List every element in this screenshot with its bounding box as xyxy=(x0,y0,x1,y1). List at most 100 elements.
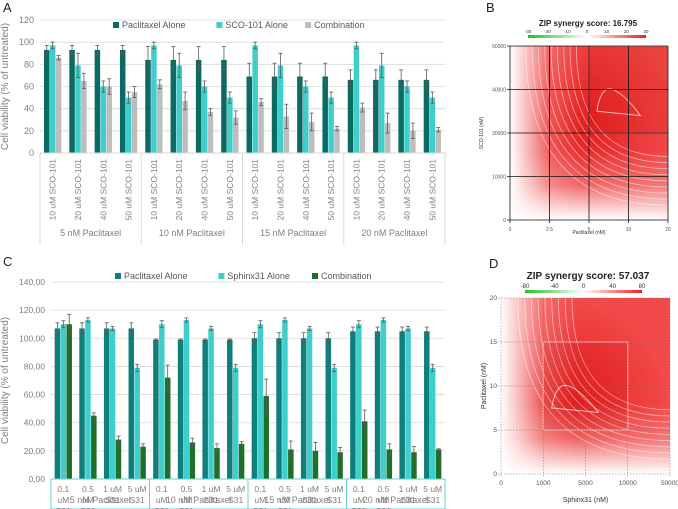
bar xyxy=(398,79,404,153)
contour-line xyxy=(544,297,671,435)
bar xyxy=(277,65,284,153)
bar xyxy=(54,328,61,479)
x-group-label: 5 nM Paclitaxel xyxy=(70,495,131,505)
contour-line xyxy=(575,45,669,157)
x-category-label: S31 xyxy=(401,495,416,505)
contour-line xyxy=(524,297,671,454)
bar xyxy=(410,130,416,153)
x-category-label: 10 uM SCO-101 xyxy=(250,159,260,221)
x-category-label: 20 uM SCO-101 xyxy=(377,159,387,221)
x-category-label: 0.1 xyxy=(254,484,266,494)
x-category-label: 50 uM SCO-101 xyxy=(124,159,134,221)
bar xyxy=(308,121,315,153)
bar xyxy=(176,65,182,153)
bar xyxy=(306,328,313,479)
x-category-label: uM xyxy=(181,495,193,505)
x-category-label: 20 uM SCO-101 xyxy=(73,159,83,221)
x-category-label: 20 uM SCO-101 xyxy=(275,159,285,221)
x-tick-label: 1000 xyxy=(536,480,551,487)
y-tick-label: 50000 xyxy=(492,44,506,50)
legend-swatch xyxy=(305,22,312,28)
y-tick-label: 40 xyxy=(24,104,34,114)
bar xyxy=(69,49,75,153)
x-category-label: S31 xyxy=(105,495,120,505)
panel-label-b: B xyxy=(486,0,495,15)
contour-line xyxy=(537,297,671,441)
x-category-label: S31 xyxy=(277,506,292,509)
colorbar-tick-label: -20 xyxy=(544,29,551,34)
legend-swatch xyxy=(218,273,225,279)
bar xyxy=(170,59,177,153)
bar xyxy=(347,79,354,153)
panel-label-d: D xyxy=(489,256,499,271)
x-category-label: 1 uM xyxy=(399,484,418,494)
y-tick-label: 10000 xyxy=(492,175,506,181)
contour-line xyxy=(564,297,671,417)
chart-d-zip-synergy-sphinx31: ZIP synergy score: 57.037-80 -40 0 40 800 100… xyxy=(481,271,678,504)
bar xyxy=(361,421,368,479)
x-category-label: 5 uM xyxy=(128,484,147,494)
x-category-label: S31 xyxy=(179,506,194,509)
x-category-label: S31 xyxy=(327,495,342,505)
colorbar-tick-label: -30 xyxy=(525,29,532,34)
bar xyxy=(337,452,343,479)
bar xyxy=(151,45,157,153)
x-group-label: 15 nM Paclitaxel xyxy=(260,228,326,238)
bar xyxy=(202,339,208,479)
bar xyxy=(404,86,410,153)
y-axis-label: SCO-101 (nM) xyxy=(479,116,485,149)
bar xyxy=(263,395,269,479)
x-category-label: uM xyxy=(279,495,291,505)
bar xyxy=(119,49,126,153)
x-tick-label: 20 xyxy=(665,227,671,233)
x-category-label: 0.1 xyxy=(57,484,69,494)
bar xyxy=(238,443,245,479)
x-category-label: 40 uM SCO-101 xyxy=(200,159,210,221)
bar xyxy=(214,448,220,479)
bar xyxy=(258,102,264,153)
bar xyxy=(435,129,441,153)
contour-line xyxy=(571,297,671,411)
x-tick-label: 10 xyxy=(626,227,632,233)
bar xyxy=(55,57,62,153)
x-category-label: 50 uM SCO-101 xyxy=(427,159,437,221)
x-category-label: uM xyxy=(378,495,390,505)
legend-label: Combination xyxy=(321,271,372,281)
bar xyxy=(128,328,135,479)
x-group-label: 20 nM Paclitaxel xyxy=(363,495,429,505)
legend-label: Paclitaxel Alone xyxy=(124,271,188,281)
x-category-label: 40 uM SCO-101 xyxy=(402,159,412,221)
bar xyxy=(221,59,227,153)
x-category-label: 10 uM SCO-101 xyxy=(149,159,159,221)
x-group-label: 5 nM Paclitaxel xyxy=(60,228,121,238)
y-tick-label: 20 xyxy=(490,295,498,302)
contour-line xyxy=(551,384,600,413)
bar xyxy=(288,449,294,479)
bar xyxy=(106,86,112,153)
x-axis-label: Sphinx31 (nM) xyxy=(563,497,609,504)
legend-label: SCO-101 Alone xyxy=(225,20,288,30)
legend-label: Paclitaxel Alone xyxy=(122,20,186,30)
bar xyxy=(85,319,91,479)
x-tick-label: 5000 xyxy=(578,480,593,487)
x-category-label: 1 uM xyxy=(103,484,122,494)
bar xyxy=(145,59,151,153)
colorbar-tick-label: 10 xyxy=(604,29,610,34)
y-tick-label: 80,00 xyxy=(24,361,46,371)
bar xyxy=(159,324,165,479)
x-category-label: 10 uM SCO-101 xyxy=(351,159,361,221)
bar xyxy=(81,80,87,153)
bar xyxy=(378,65,385,153)
x-tick-label: 0 xyxy=(499,480,503,487)
bar xyxy=(131,92,138,153)
contour-line xyxy=(525,45,669,206)
x-category-label: 5 uM xyxy=(226,484,245,494)
heatmap-title: ZIP synergy score: 16.795 xyxy=(539,19,638,28)
x-group-label: 10 nM Paclitaxel xyxy=(159,228,225,238)
bar xyxy=(125,97,132,153)
x-category-label: uM xyxy=(57,495,69,505)
legend-swatch xyxy=(216,22,223,28)
y-tick-label: 120 xyxy=(19,15,34,25)
x-category-label: S31 xyxy=(376,506,391,509)
y-tick-label: 120,00 xyxy=(19,305,45,315)
